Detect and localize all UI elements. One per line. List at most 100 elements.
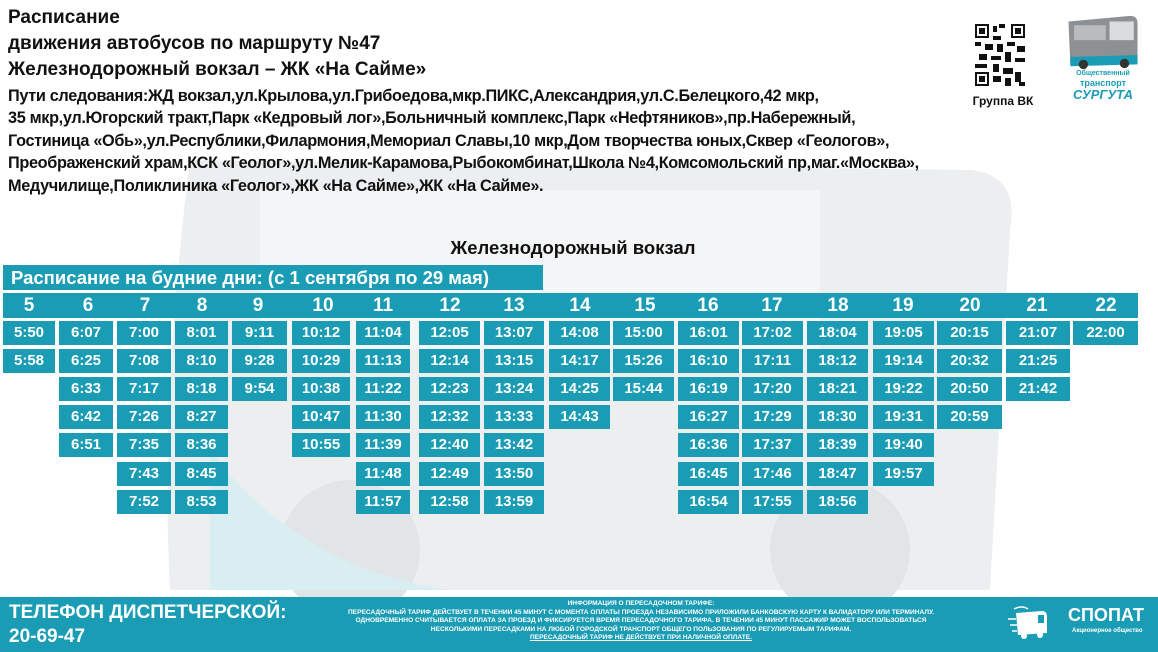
hour-header: 7 — [139, 295, 151, 316]
hour-header: 15 — [634, 295, 656, 316]
departure-time: 20:15 — [937, 321, 1002, 345]
departure-time: 9:11 — [232, 321, 287, 345]
departure-time: 16:45 — [678, 462, 739, 486]
departure-time: 12:23 — [419, 377, 480, 401]
departure-time: 16:10 — [678, 349, 739, 373]
departure-time: 12:40 — [419, 433, 480, 457]
departure-time: 11:48 — [356, 462, 410, 486]
departure-time: 13:50 — [484, 462, 544, 486]
departure-time: 19:22 — [873, 377, 934, 401]
departure-time: 12:14 — [419, 349, 480, 373]
hour-header: 6 — [82, 295, 94, 316]
brand-line-3: СУРГУТА — [1073, 87, 1133, 102]
departure-time: 8:10 — [175, 349, 228, 373]
title-line-2: движения автобусов по маршруту №47 — [8, 33, 381, 54]
hour-header: 21 — [1026, 295, 1048, 316]
hour-header: 5 — [23, 295, 35, 316]
hour-header: 8 — [196, 295, 208, 316]
departure-time: 14:43 — [549, 405, 610, 429]
spopat-bus-icon — [1008, 606, 1047, 639]
departure-time: 7:00 — [117, 321, 171, 345]
qr-label: Группа ВК — [968, 94, 1038, 108]
hour-header: 16 — [697, 295, 719, 316]
departure-time: 18:39 — [807, 433, 868, 457]
departure-time: 19:31 — [873, 405, 934, 429]
departure-time: 12:32 — [419, 405, 480, 429]
stop-title: Железнодорожный вокзал — [450, 237, 696, 258]
departure-time: 13:24 — [484, 377, 544, 401]
departure-time: 7:52 — [117, 490, 171, 514]
phone-label: ТЕЛЕФОН ДИСПЕТЧЕРСКОЙ: — [9, 602, 287, 623]
departure-time: 17:20 — [742, 377, 803, 401]
hour-header: 9 — [252, 295, 264, 316]
departure-time: 12:05 — [419, 321, 480, 345]
departure-time: 16:19 — [678, 377, 739, 401]
departure-time: 11:39 — [356, 433, 410, 457]
departure-time: 10:55 — [292, 433, 350, 457]
departure-time: 5:58 — [3, 349, 55, 373]
departure-time: 16:27 — [678, 405, 739, 429]
qr-code-icon[interactable] — [975, 24, 1025, 86]
departure-time: 17:46 — [742, 462, 803, 486]
brand-line-2: транспорт — [1079, 78, 1127, 88]
departure-time: 7:43 — [117, 462, 171, 486]
departure-time: 6:42 — [59, 405, 113, 429]
departure-time: 19:14 — [873, 349, 934, 373]
departure-time: 13:33 — [484, 405, 544, 429]
route-line: Медучилище,Поликлиника «Геолог»,ЖК «На С… — [8, 177, 544, 195]
hour-header: 11 — [372, 295, 394, 316]
brand-line-1: Общественный — [1076, 70, 1130, 77]
departure-time: 13:07 — [484, 321, 544, 345]
departure-time: 10:38 — [292, 377, 350, 401]
departure-time: 17:02 — [742, 321, 803, 345]
transfer-info: ИНФОРМАЦИЯ О ПЕРЕСАДОЧНОМ ТАРИФЕ: ПЕРЕСА… — [283, 600, 999, 643]
departure-time: 16:01 — [678, 321, 739, 345]
departure-time: 14:08 — [549, 321, 610, 345]
departure-time: 15:00 — [613, 321, 674, 345]
departure-time: 9:28 — [232, 349, 287, 373]
departure-time: 11:57 — [356, 490, 410, 514]
departure-time: 17:37 — [742, 433, 803, 457]
info-line: ПЕРЕСАДОЧНЫЙ ТАРИФ ДЕЙСТВУЕТ В ТЕЧЕНИИ 4… — [347, 608, 935, 616]
departure-time: 15:44 — [613, 377, 674, 401]
departure-time: 8:01 — [175, 321, 228, 345]
departure-time: 22:00 — [1073, 321, 1138, 345]
info-note: ПЕРЕСАДОЧНЫЙ ТАРИФ НЕ ДЕЙСТВУЕТ ПРИ НАЛИ… — [529, 634, 753, 642]
departure-time: 18:04 — [807, 321, 868, 345]
departure-time: 7:08 — [117, 349, 171, 373]
hour-header: 19 — [892, 295, 914, 316]
route-line: Гостиница «Обь»,ул.Республики,Филармония… — [8, 132, 890, 150]
info-title: ИНФОРМАЦИЯ О ПЕРЕСАДОЧНОМ ТАРИФЕ: — [567, 600, 715, 607]
departure-time: 17:55 — [742, 490, 803, 514]
company-subtitle: Акционерное общество — [1072, 628, 1143, 634]
departure-time: 8:27 — [175, 405, 228, 429]
route-line: Пути следования:ЖД вокзал,ул.Крылова,ул.… — [8, 87, 819, 105]
departure-time: 7:17 — [117, 377, 171, 401]
departure-time: 21:25 — [1006, 349, 1070, 373]
departure-time: 6:33 — [59, 377, 113, 401]
departure-time: 13:42 — [484, 433, 544, 457]
departure-time: 8:18 — [175, 377, 228, 401]
departure-time: 8:53 — [175, 490, 228, 514]
departure-time: 8:36 — [175, 433, 228, 457]
departure-time: 10:12 — [292, 321, 350, 345]
departure-time: 17:29 — [742, 405, 803, 429]
departure-time: 18:56 — [807, 490, 868, 514]
hour-header: 18 — [827, 295, 849, 316]
departure-time: 21:42 — [1006, 377, 1070, 401]
info-line: ОДНОВРЕМЕННО СЧИТЫВАЕТСЯ ОПЛАТА ЗА ПРОЕЗ… — [355, 617, 927, 625]
departure-time: 12:49 — [419, 462, 480, 486]
departure-time: 16:54 — [678, 490, 739, 514]
departure-time: 12:58 — [419, 490, 480, 514]
departure-time: 18:12 — [807, 349, 868, 373]
departure-time: 11:13 — [356, 349, 410, 373]
hour-header: 20 — [959, 295, 981, 316]
departure-time: 19:40 — [873, 433, 934, 457]
departure-time: 5:50 — [3, 321, 55, 345]
departure-time: 18:30 — [807, 405, 868, 429]
departure-time: 8:45 — [175, 462, 228, 486]
departure-time: 6:51 — [59, 433, 113, 457]
departure-time: 7:26 — [117, 405, 171, 429]
departure-time: 6:07 — [59, 321, 113, 345]
phone-number[interactable]: 20-69-47 — [9, 626, 86, 647]
